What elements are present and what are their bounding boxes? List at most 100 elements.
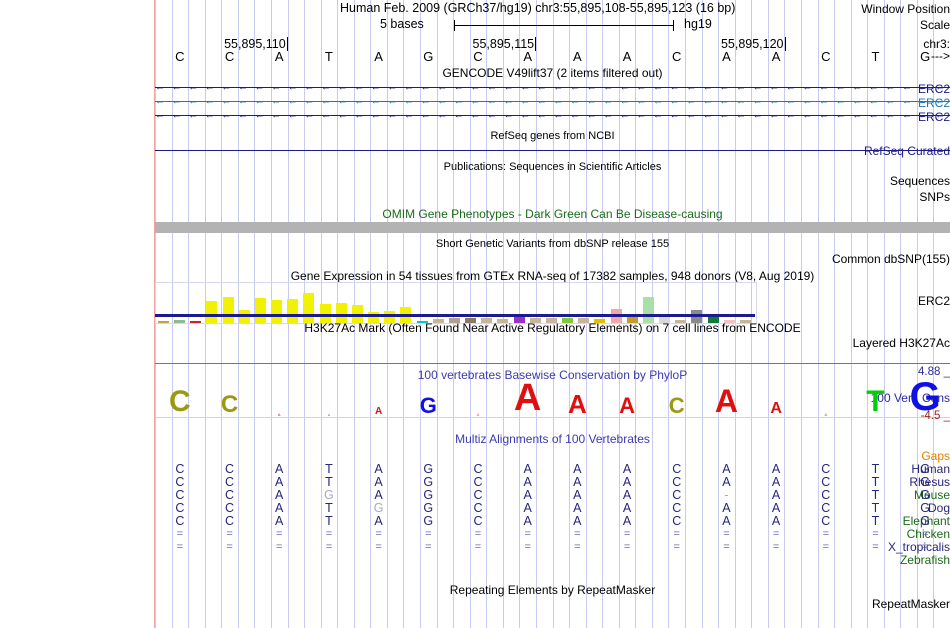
multiz-track-title[interactable]: Multiz Alignments of 100 Vertebrates [455, 432, 650, 446]
gtex-tissue-bar[interactable] [708, 315, 719, 323]
gene-label-erc2-1[interactable]: ERC2 [917, 82, 950, 96]
sequence-base: G [423, 49, 434, 64]
gtex-tissue-bar[interactable] [659, 315, 670, 323]
species-label-elephant[interactable]: Elephant [902, 514, 950, 528]
gtex-tissue-bar[interactable] [514, 315, 525, 323]
assembly-position-text[interactable]: Human Feb. 2009 (GRCh37/hg19) chr3:55,89… [340, 1, 736, 15]
alignment-base: T [325, 501, 333, 515]
gtex-tissue-bar[interactable] [255, 298, 266, 323]
repeatmasker-label[interactable]: RepeatMasker [871, 597, 950, 611]
gtex-tissue-bar[interactable] [287, 299, 298, 323]
gtex-tissue-bar[interactable] [740, 320, 751, 323]
gtex-tissue-bar[interactable] [594, 319, 605, 323]
gtex-tissue-bar[interactable] [530, 318, 541, 323]
species-label-x_tropicalis[interactable]: X_tropicalis [887, 540, 950, 554]
alignment-base: G [423, 501, 434, 515]
alignment-base: A [573, 501, 582, 515]
gtex-tissue-bar[interactable] [320, 304, 331, 323]
species-label-rhesus[interactable]: Rhesus [909, 475, 950, 489]
common-dbsnp-label[interactable]: Common dbSNP(155) [831, 252, 950, 266]
alignment-base: C [473, 462, 483, 476]
gtex-tissue-bar[interactable] [190, 321, 201, 323]
alignment-base: = [872, 541, 879, 553]
alignment-base: = [772, 528, 780, 540]
alignment-base: A [374, 488, 383, 502]
coordinate-ruler[interactable]: 55,895,110 55,895,115 55,895,120 [0, 34, 950, 51]
gene-label-erc2-2[interactable]: ERC2 [917, 96, 950, 110]
alignment-base: = [822, 528, 829, 540]
gencode-track-title[interactable]: GENCODE V49lift37 (2 items filtered out) [442, 66, 663, 80]
omim-gene-bar[interactable] [155, 222, 950, 233]
gtex-tissue-bar[interactable] [481, 318, 492, 323]
alignment-base: T [325, 462, 333, 476]
gene-row-erc2-3[interactable]: ←←←←←←←←←←←←←←←←←←←←←←←←←←←←←←←←←←←←←←←←… [155, 110, 950, 121]
gene-row-erc2-2[interactable]: ←←←←←←←←←←←←←←←←←←←←←←←←←←←←←←←←←←←←←←←←… [155, 96, 950, 107]
gene-line [155, 101, 950, 102]
gtex-tissue-bar[interactable] [174, 320, 185, 323]
gtex-tissue-bar[interactable] [417, 321, 428, 323]
alignment-base: A [771, 488, 781, 502]
gtex-tissue-bar[interactable] [578, 318, 589, 323]
phylop-base-letter: A [327, 413, 330, 417]
gtex-tissue-bar[interactable] [223, 297, 234, 323]
publications-snps-label[interactable]: SNPs [919, 190, 950, 204]
refseq-line [155, 150, 950, 151]
gtex-tissue-bar[interactable] [368, 312, 379, 323]
species-label-zebrafish[interactable]: Zebrafish [899, 553, 950, 567]
gtex-tissue-bar[interactable] [271, 300, 282, 323]
alignment-row[interactable]: = = = = = = = = = = = = = = = = [155, 528, 950, 541]
refseq-track-title[interactable]: RefSeq genes from NCBI [490, 130, 615, 142]
gtex-tissue-bar[interactable] [449, 318, 460, 323]
publications-sequences-label[interactable]: Sequences [889, 174, 950, 188]
phylop-base-letter: A [824, 412, 828, 417]
gtex-tissue-bar[interactable] [465, 318, 476, 323]
gtex-track-title[interactable]: Gene Expression in 54 tissues from GTEx … [290, 269, 815, 283]
gaps-label[interactable]: Gaps [921, 449, 950, 463]
species-label-mouse[interactable]: Mouse [913, 488, 950, 502]
gene-label-erc2-3[interactable]: ERC2 [917, 110, 950, 124]
gtex-tissue-bar[interactable] [546, 318, 557, 323]
gtex-tissue-bar[interactable] [627, 317, 638, 323]
species-label-dog[interactable]: Dog [927, 501, 950, 515]
gtex-tissue-bar[interactable] [336, 303, 347, 323]
alignment-base: = [474, 528, 482, 540]
conservation-label[interactable]: 100 Vert. Cons [870, 391, 950, 405]
gtex-tissue-bar[interactable] [562, 318, 573, 323]
gtex-tissue-bar[interactable] [675, 320, 686, 323]
gtex-tissue-bar[interactable] [497, 319, 508, 323]
gtex-tissue-bar[interactable] [384, 311, 395, 323]
gtex-expression-chart[interactable] [155, 282, 757, 324]
conservation-track-title[interactable]: 100 vertebrates Basewise Conservation by… [417, 368, 688, 382]
gtex-gene-label[interactable]: ERC2 [917, 294, 950, 308]
species-label-human[interactable]: Human [911, 462, 950, 476]
repeatmasker-track-title[interactable]: Repeating Elements by RepeatMasker [449, 583, 656, 597]
gtex-tissue-bar[interactable] [643, 297, 654, 323]
gtex-tissue-bar[interactable] [158, 321, 169, 323]
refseq-curated-label[interactable]: RefSeq Curated [863, 144, 950, 158]
h3k27ac-track-title[interactable]: H3K27Ac Mark (Often Found Near Active Re… [304, 321, 801, 335]
alignment-base: G [423, 475, 434, 489]
alignment-base: = [623, 528, 631, 540]
alignment-row[interactable]: = = = = = = = = = = = = = = = = [155, 541, 950, 554]
gene-row-erc2-1[interactable]: ←←←←←←←←←←←←←←←←←←←←←←←←←←←←←←←←←←←←←←←←… [155, 82, 950, 93]
alignment-base: = [723, 528, 730, 540]
layered-h3k27ac-label[interactable]: Layered H3K27Ac [852, 336, 950, 350]
ruler-tick-label: 55,895,120 [720, 37, 786, 51]
alignment-row[interactable] [155, 554, 950, 567]
alignment-base: G [920, 462, 931, 476]
species-label-chicken[interactable]: Chicken [906, 527, 950, 541]
gtex-tissue-bar[interactable] [724, 320, 735, 323]
gtex-tissue-bar[interactable] [206, 301, 217, 323]
alignment-base: A [523, 501, 532, 515]
publications-track-title[interactable]: Publications: Sequences in Scientific Ar… [443, 161, 662, 173]
gtex-tissue-bar[interactable] [433, 319, 444, 323]
omim-track-title[interactable]: OMIM Gene Phenotypes - Dark Green Can Be… [382, 207, 723, 221]
dbsnp-track-title[interactable]: Short Genetic Variants from dbSNP releas… [435, 238, 670, 250]
gtex-tissue-bar[interactable] [303, 293, 314, 323]
